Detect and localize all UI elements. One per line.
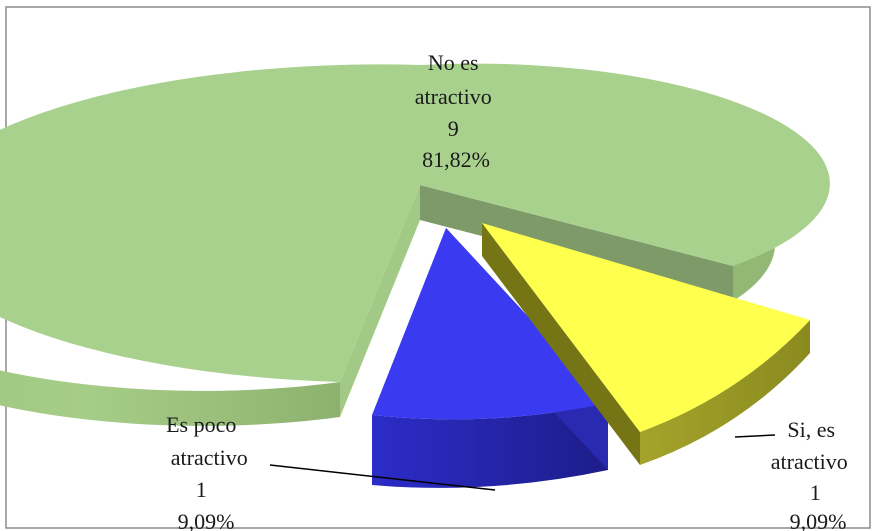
- pie-slice-es-poco-atractivo: [372, 228, 608, 488]
- data-label-si-es-atractivo: Si, es atractivo 1 9,09%: [771, 417, 853, 531]
- data-label-es-poco-atractivo: Es poco atractivo 1 9,09%: [166, 412, 253, 531]
- pie-slice-si-es-atractivo: [482, 223, 810, 465]
- data-label-no-es-atractivo: No es atractivo 9 81,82%: [415, 50, 497, 172]
- leader-line-si-es: [734, 434, 776, 438]
- leader-line-es-poco: [269, 464, 496, 491]
- pie-slice-no-es-atractivo: [0, 63, 830, 426]
